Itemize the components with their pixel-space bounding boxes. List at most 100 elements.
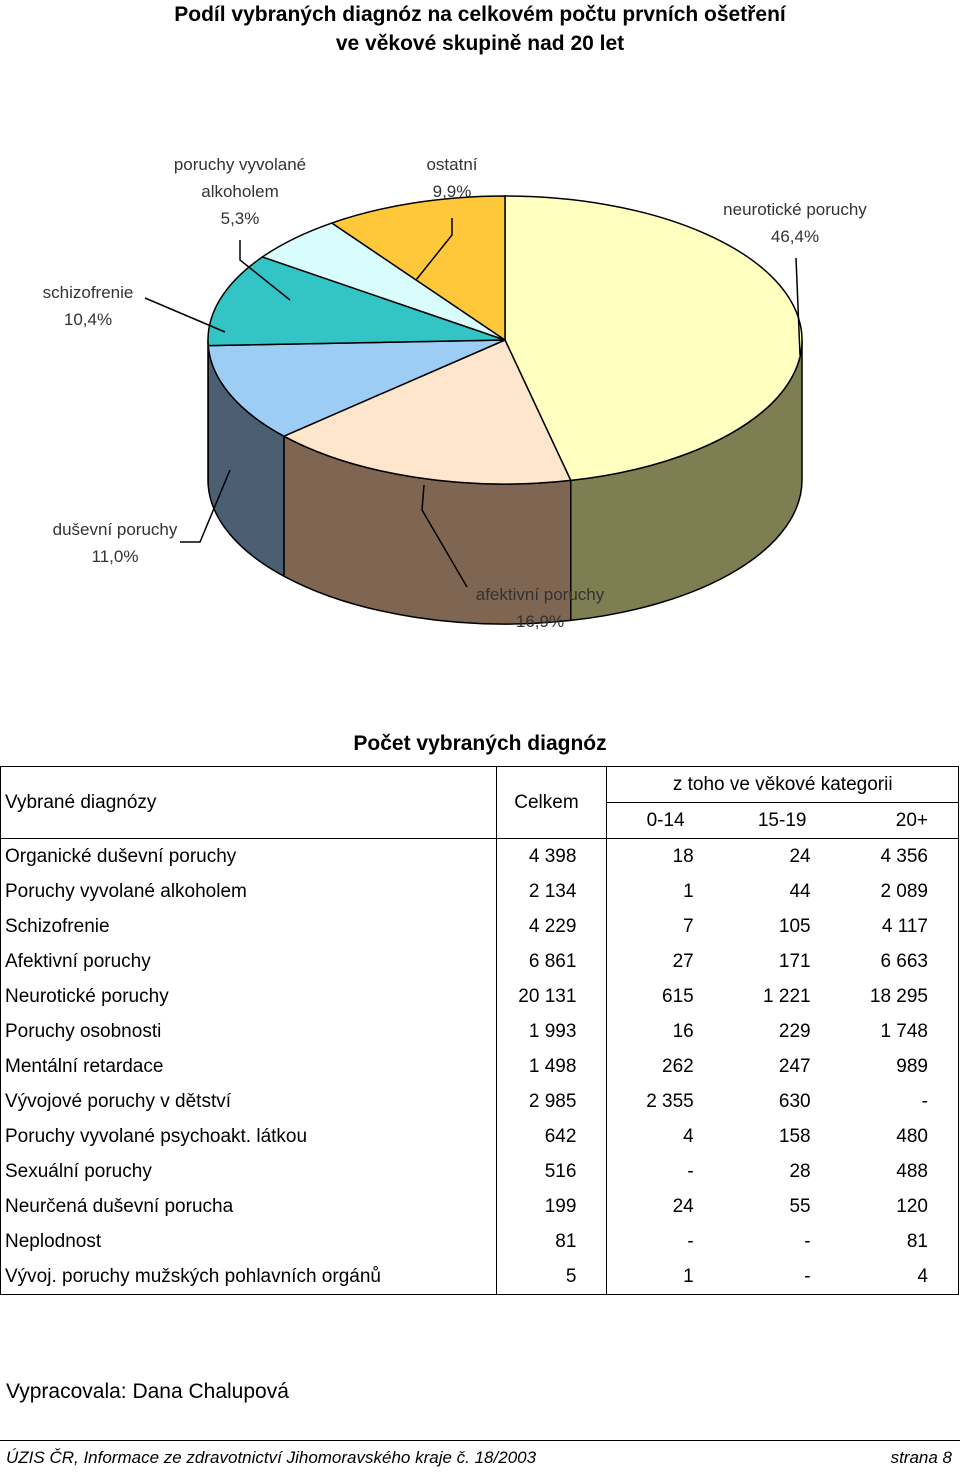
- row-total: 1 993: [495, 1014, 607, 1049]
- row-age-20plus: 480: [840, 1119, 959, 1154]
- table-row: Mentální retardace 1 498 262 247 989: [0, 1049, 959, 1084]
- table-row: Poruchy osobnosti 1 993 16 229 1 748: [0, 1014, 959, 1049]
- row-total: 81: [495, 1224, 607, 1259]
- row-total: 20 131: [495, 979, 607, 1014]
- table-row: Sexuální poruchy 516- 28 488: [0, 1154, 959, 1189]
- header-age-0-14: 0-14: [606, 802, 724, 839]
- row-age-15-19: 28: [789, 1160, 811, 1182]
- row-age-0-14: 615: [606, 979, 724, 1014]
- row-age-20plus: 989: [840, 1049, 959, 1084]
- row-age-0-14: 27: [606, 944, 724, 979]
- pie-slice: [207, 339, 506, 437]
- row-total: 6 861: [495, 944, 607, 979]
- row-diagnosis-name: Mentální retardace: [0, 1049, 496, 1084]
- row-age-0-14: 262: [606, 1049, 724, 1084]
- row-diagnosis-name: Neplodnost: [0, 1224, 496, 1259]
- pie-leader-line: [421, 484, 468, 588]
- row-age-15-19: 44: [789, 880, 811, 902]
- table-row: Poruchy vyvolané alkoholem 2 134 1 44 2 089: [0, 874, 959, 909]
- pie-label: 46,4%: [771, 227, 819, 246]
- row-diagnosis-name: Schizofrenie: [0, 909, 496, 944]
- row-diagnosis-name: Afektivní poruchy: [0, 944, 496, 979]
- row-diagnosis-name: Neurotické poruchy: [0, 979, 496, 1014]
- row-total: 4 229: [495, 909, 607, 944]
- row-age-0-14: -: [606, 1154, 724, 1189]
- row-age-20plus: 18 295: [840, 979, 959, 1014]
- row-age-20plus: 488: [840, 1154, 959, 1189]
- pie-label: 11,0%: [92, 547, 139, 566]
- chart-title-line2: ve věkové skupině nad 20 let: [335, 32, 625, 55]
- header-age-20plus: 20+: [840, 802, 959, 839]
- chart-title-line1: Podíl vybraných diagnóz na celkovém počt…: [174, 3, 786, 26]
- table-title: Počet vybraných diagnóz: [353, 732, 607, 755]
- row-age-0-14: 1: [606, 874, 724, 909]
- pie-chart: neurotické poruchy 46,4% afektivní poruchy…: [43, 155, 868, 631]
- row-age-20plus: 81: [840, 1224, 959, 1259]
- pie-label: 16,9%: [516, 612, 564, 631]
- header-age-group: z toho ve věkové kategorii: [606, 766, 959, 803]
- pie-slice: [330, 195, 506, 342]
- table-row: Vývojové poruchy v dětství 2 985 2 355 630 -: [0, 1084, 959, 1119]
- table-row: Afektivní poruchy 6 861 27 171 6 663: [0, 944, 959, 979]
- row-diagnosis-name: Poruchy osobnosti: [0, 1014, 496, 1049]
- row-age-15-19: 247: [778, 1055, 811, 1077]
- row-diagnosis-name: Organické duševní poruchy: [0, 838, 496, 874]
- pie-label: ostatní: [426, 155, 477, 174]
- pie-leader-line: [795, 257, 801, 356]
- footer-divider: [0, 1440, 960, 1441]
- pie-leader-line: [415, 218, 453, 281]
- author: Vypracovala: Dana Chalupová: [6, 1380, 289, 1403]
- row-age-20plus: 1 748: [840, 1014, 959, 1049]
- header-total: Celkem: [495, 766, 607, 839]
- row-age-20plus: 4 356: [840, 838, 959, 874]
- row-age-15-19: 229: [778, 1020, 811, 1042]
- pie-label: schizofrenie: [43, 283, 134, 302]
- row-diagnosis-name: Vývoj. poruchy mužských pohlavních orgán…: [0, 1259, 496, 1295]
- row-age-15-19: -: [723, 1259, 841, 1295]
- row-age-20plus: 2 089: [840, 874, 959, 909]
- row-total: 1 498: [495, 1049, 607, 1084]
- pie-leader-line: [239, 240, 291, 301]
- row-age-15-19: 171: [778, 950, 811, 972]
- row-age-20plus: 4 117: [840, 909, 959, 944]
- row-age-15-19: 105: [778, 915, 811, 937]
- pie-label: afektivní poruchy: [476, 585, 605, 604]
- row-age-15-19: 55: [789, 1195, 811, 1217]
- pie-slice: [207, 256, 506, 347]
- pie-label: 10,4%: [64, 310, 112, 329]
- table-row: Vývoj. poruchy mužských pohlavních orgán…: [0, 1259, 959, 1295]
- footer-source: ÚZIS ČR, Informace ze zdravotnictví Jiho…: [6, 1448, 537, 1467]
- pie-label: neurotické poruchy: [723, 200, 867, 219]
- row-age-0-14: 16: [606, 1014, 724, 1049]
- table-row: Organické duševní poruchy 4 398 18 24 4 356: [0, 838, 959, 874]
- table-row: Neurotické poruchy 20 131 615 1 221 18 295: [0, 979, 959, 1014]
- footer-page-number: strana 8: [890, 1448, 952, 1467]
- pie-leader-line: [144, 297, 226, 333]
- row-diagnosis-name: Poruchy vyvolané psychoakt. látkou: [0, 1119, 496, 1154]
- row-age-0-14: 7: [606, 909, 724, 944]
- row-age-15-19: 1 221: [763, 985, 811, 1007]
- row-diagnosis-name: Neurčená duševní porucha: [0, 1189, 496, 1224]
- table-row: Poruchy vyvolané psychoakt. látkou 642 4 15…: [0, 1119, 959, 1154]
- row-age-0-14: 1: [606, 1259, 724, 1295]
- row-diagnosis-name: Sexuální poruchy: [0, 1154, 496, 1189]
- pie-label: 9,9%: [433, 182, 472, 201]
- pie-slice: [282, 339, 572, 485]
- row-age-0-14: -: [606, 1224, 724, 1259]
- row-age-20plus: -: [840, 1084, 959, 1119]
- row-age-0-14: 18: [606, 838, 724, 874]
- row-age-20plus: 120: [840, 1189, 959, 1224]
- row-age-15-19: -: [804, 1230, 811, 1252]
- row-age-15-19: 24: [789, 845, 811, 867]
- header-diagnoses: Vybrané diagnózy: [0, 766, 496, 839]
- row-total: 4 398: [495, 838, 607, 874]
- row-diagnosis-name: Poruchy vyvolané alkoholem: [0, 874, 496, 909]
- pie-label: poruchy vyvolané: [174, 155, 306, 174]
- row-total: 199: [495, 1189, 607, 1224]
- row-age-15-19: 158: [778, 1125, 811, 1147]
- row-total: 2 985: [495, 1084, 607, 1119]
- diagnoses-table: Vybrané diagnózy Celkem z toho ve věkové…: [0, 766, 959, 1295]
- row-total: 2 134: [495, 874, 607, 909]
- pie-label: duševní poruchy: [53, 520, 178, 539]
- row-total: 5: [495, 1259, 607, 1295]
